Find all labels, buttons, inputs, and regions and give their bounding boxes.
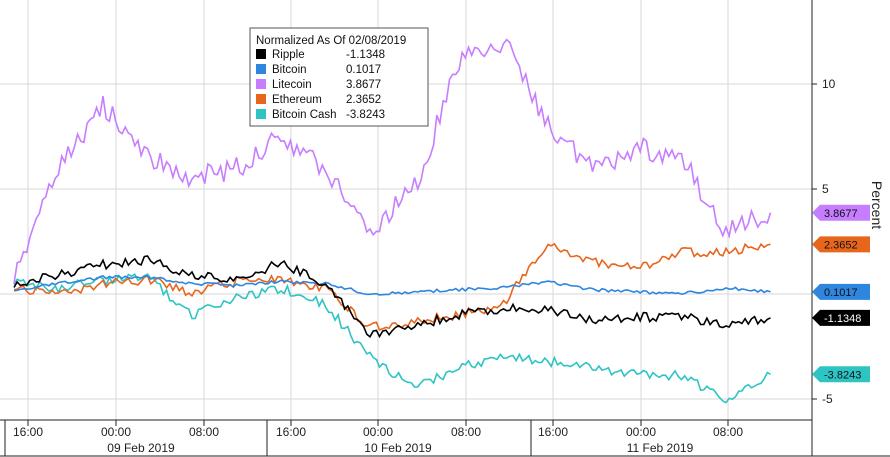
last-value-text: 3.8677 — [824, 208, 858, 220]
legend-series-value: 3.8677 — [346, 79, 381, 91]
last-value-text: 2.3652 — [824, 239, 858, 251]
gridlines — [0, 0, 812, 420]
series-line-ripple — [13, 255, 771, 339]
legend-swatch — [256, 49, 266, 59]
legend-series-value: 2.3652 — [346, 94, 381, 106]
legend-series-name: Bitcoin — [272, 64, 307, 76]
x-tick-label: 16:00 — [13, 425, 43, 439]
y-tick-label: 5 — [822, 182, 829, 196]
last-value-tag: 2.3652 — [812, 236, 870, 253]
legend-swatch — [256, 109, 266, 119]
legend-series-name: Litecoin — [272, 79, 312, 91]
y-axis-label: Percent — [869, 181, 885, 229]
last-value-tag: 0.1017 — [812, 283, 870, 300]
last-value-tag: -3.8243 — [812, 366, 870, 383]
x-tick-label: 08:00 — [189, 425, 219, 439]
series-line-ethereum — [13, 242, 771, 331]
last-value-tag-bg — [812, 283, 870, 300]
last-value-text: -1.1348 — [824, 313, 861, 325]
last-value-text: 0.1017 — [824, 287, 858, 299]
last-value-tag-bg — [812, 236, 870, 253]
series-line-litecoin — [13, 38, 772, 284]
x-date-label: 11 Feb 2019 — [627, 441, 694, 455]
legend-swatch — [256, 94, 266, 104]
legend-series-value: 0.1017 — [346, 64, 381, 76]
legend-title: Normalized As Of 02/08/2019 — [256, 35, 406, 47]
x-tick-label: 08:00 — [451, 425, 481, 439]
legend-series-value: -3.8243 — [346, 109, 385, 121]
last-value-tag-bg — [812, 309, 870, 326]
legend: Normalized As Of 02/08/2019 Ripple -1.134… — [249, 27, 429, 127]
legend-series-name: Ethereum — [272, 94, 322, 106]
series-line-bitcoin — [13, 274, 771, 296]
x-tick-label: 16:00 — [276, 425, 306, 439]
x-tick-label: 00:00 — [101, 425, 131, 439]
x-tick-label: 16:00 — [538, 425, 568, 439]
x-tick-label: 08:00 — [713, 425, 743, 439]
series-line-bitcoin-cash — [13, 273, 771, 404]
last-value-tag-bg — [812, 204, 870, 221]
series-lines — [13, 38, 772, 404]
last-value-labels: -1.1348 0.1017 3.8677 2.3652 -3.8243 — [812, 204, 870, 383]
x-date-label: 09 Feb 2019 — [107, 441, 175, 455]
y-tick-label: -5 — [822, 392, 833, 406]
y-tick-label: 10 — [822, 77, 836, 91]
legend-swatch — [256, 79, 266, 89]
legend-series-name: Bitcoin Cash — [272, 109, 337, 121]
last-value-text: -3.8243 — [824, 369, 861, 381]
x-tick-label: 00:00 — [363, 425, 393, 439]
legend-swatch — [256, 64, 266, 74]
legend-series-value: -1.1348 — [346, 49, 385, 61]
x-tick-label: 00:00 — [626, 425, 656, 439]
legend-series-name: Ripple — [272, 49, 305, 61]
last-value-tag: -1.1348 — [812, 309, 870, 326]
last-value-tag-bg — [812, 366, 870, 383]
x-date-label: 10 Feb 2019 — [364, 441, 432, 455]
last-value-tag: 3.8677 — [812, 204, 870, 221]
